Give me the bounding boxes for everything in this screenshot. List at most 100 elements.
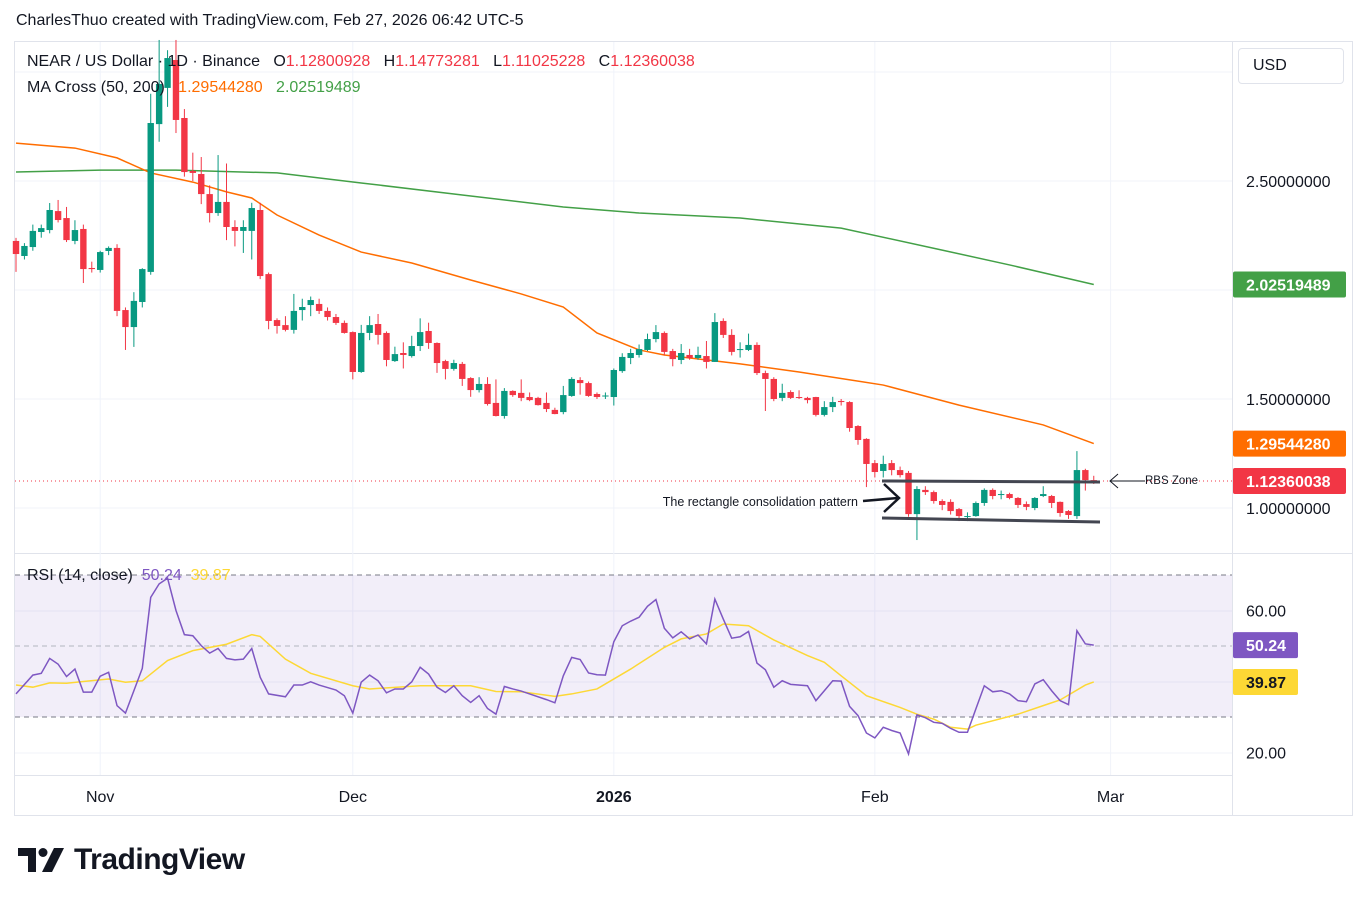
candle[interactable] — [896, 466, 904, 478]
rectangle-bottom-line[interactable] — [881, 516, 1101, 524]
candle[interactable] — [728, 329, 735, 356]
candle[interactable] — [1048, 494, 1055, 508]
candle[interactable] — [391, 346, 399, 362]
candle[interactable] — [366, 316, 373, 341]
candle[interactable] — [686, 348, 693, 360]
candle[interactable] — [113, 244, 121, 317]
price-axis[interactable]: 2.50000000 1.50000000 1.00000000 2.02519489… — [1233, 174, 1346, 518]
candle[interactable] — [130, 292, 138, 347]
candle[interactable] — [198, 157, 205, 205]
candle[interactable] — [1056, 501, 1064, 517]
candle[interactable] — [425, 322, 432, 349]
candle[interactable] — [358, 324, 365, 373]
currency-button[interactable]: USD — [1238, 48, 1344, 84]
candle[interactable] — [46, 203, 53, 234]
rsi-title[interactable]: RSI (14, close) — [27, 567, 133, 584]
candle[interactable] — [1040, 486, 1047, 498]
candle[interactable] — [214, 155, 222, 216]
candle[interactable] — [80, 224, 87, 284]
candle[interactable] — [703, 341, 710, 369]
candle[interactable] — [812, 396, 820, 417]
candle[interactable] — [568, 377, 575, 397]
rectangle-top-line[interactable] — [881, 479, 1101, 484]
candle[interactable] — [450, 359, 458, 371]
candle[interactable] — [265, 272, 272, 330]
candle[interactable] — [518, 379, 525, 402]
candle[interactable] — [374, 313, 382, 345]
candle[interactable] — [38, 224, 45, 238]
candle[interactable] — [1065, 510, 1072, 519]
candle[interactable] — [888, 460, 895, 476]
candle[interactable] — [1023, 501, 1030, 511]
candle[interactable] — [63, 206, 70, 243]
candle[interactable] — [989, 488, 996, 500]
candle[interactable] — [829, 396, 836, 413]
candle[interactable] — [189, 152, 197, 181]
candle[interactable] — [349, 331, 356, 380]
candle[interactable] — [1073, 451, 1081, 519]
candle[interactable] — [324, 307, 331, 321]
candle[interactable] — [652, 325, 660, 343]
candle[interactable] — [770, 377, 777, 402]
candle[interactable] — [753, 342, 761, 376]
candle[interactable] — [105, 246, 112, 256]
candle[interactable] — [484, 377, 491, 406]
candle[interactable] — [821, 401, 828, 417]
candle[interactable] — [947, 499, 954, 515]
candle[interactable] — [585, 381, 592, 397]
candle[interactable] — [635, 344, 643, 358]
candle[interactable] — [88, 261, 95, 273]
candle[interactable] — [315, 298, 323, 314]
candle[interactable] — [610, 368, 618, 406]
candle[interactable] — [206, 185, 213, 223]
candle[interactable] — [846, 401, 853, 432]
candle[interactable] — [332, 313, 340, 325]
candle[interactable] — [880, 455, 887, 478]
candle[interactable] — [383, 331, 390, 367]
candle[interactable] — [913, 486, 921, 541]
candle[interactable] — [711, 313, 719, 362]
candle[interactable] — [694, 346, 702, 360]
candle[interactable] — [172, 39, 180, 134]
candle[interactable] — [1014, 497, 1022, 508]
candle[interactable] — [416, 318, 424, 352]
candle[interactable] — [905, 470, 912, 517]
candle[interactable] — [863, 438, 870, 488]
rsi-line[interactable] — [15, 576, 1094, 757]
candle[interactable] — [644, 333, 651, 352]
candle[interactable] — [256, 202, 264, 280]
candle[interactable] — [677, 344, 685, 365]
candle[interactable] — [1031, 497, 1039, 511]
time-axis[interactable]: Nov Dec 2026 Feb Mar — [86, 789, 1125, 806]
candle[interactable] — [762, 370, 769, 411]
rsi-axis[interactable]: 60.00 20.00 50.24 39.87 — [1233, 604, 1298, 763]
candle[interactable] — [509, 390, 516, 397]
candle[interactable] — [939, 499, 946, 511]
candle[interactable] — [1082, 468, 1089, 491]
zone-label[interactable]: RBS Zone — [1145, 475, 1198, 487]
candle[interactable] — [551, 407, 559, 415]
candle[interactable] — [661, 331, 668, 356]
candle[interactable] — [602, 392, 609, 399]
candle[interactable] — [837, 399, 845, 406]
candle[interactable] — [299, 298, 306, 321]
candle[interactable] — [526, 392, 533, 402]
candle[interactable] — [576, 377, 584, 395]
candle[interactable] — [593, 392, 601, 399]
candle[interactable] — [795, 390, 803, 399]
candle[interactable] — [922, 486, 929, 495]
candle[interactable] — [273, 318, 281, 334]
candle[interactable] — [122, 307, 129, 350]
candle[interactable] — [248, 202, 255, 260]
candle[interactable] — [854, 425, 862, 445]
zone-arrow-icon[interactable] — [1109, 473, 1145, 489]
candle[interactable] — [619, 353, 626, 373]
symbol-title[interactable]: NEAR / US Dollar · 1D · Binance — [27, 53, 260, 70]
candle[interactable] — [223, 163, 230, 241]
candle[interactable] — [290, 293, 298, 334]
candle[interactable] — [433, 342, 441, 373]
candle[interactable] — [997, 490, 1005, 500]
candle[interactable] — [231, 220, 239, 247]
candle[interactable] — [442, 359, 449, 380]
pattern-arrow-icon[interactable] — [862, 483, 901, 513]
